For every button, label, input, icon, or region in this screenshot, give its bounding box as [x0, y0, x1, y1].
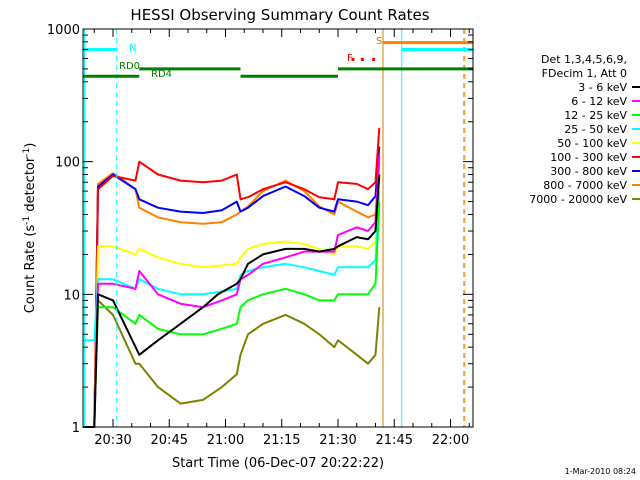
- series-line-25-50-kev: [83, 191, 381, 342]
- x-tick-label: 21:00: [207, 433, 244, 448]
- legend-label-25-50-kev: 25 - 50 keV: [564, 123, 627, 136]
- y-label-part-1: Count Rate (s: [23, 225, 38, 314]
- y-label-part-2: detector: [23, 156, 38, 216]
- series-line-3-6-kev: [83, 174, 381, 428]
- x-tick-label: 22:00: [432, 433, 469, 448]
- x-tick-label: 21:15: [263, 433, 300, 448]
- series-layer: [83, 127, 381, 428]
- legend: Det 1,3,4,5,6,9, FDecim 1, Att 0 3 - 6 k…: [529, 53, 640, 206]
- y-label-sup-1: -1: [22, 216, 32, 225]
- series-line-7000-20000-kev: [83, 299, 381, 428]
- annotation-f: F: [347, 53, 353, 64]
- y-label-sup-2: -1: [22, 148, 32, 157]
- annotation-rd4: RD4: [151, 69, 172, 80]
- series-line-300-800-kev: [83, 146, 381, 428]
- annotation-s: S: [376, 36, 382, 47]
- annotation-n: N: [129, 43, 136, 54]
- y-tick-label: 1000: [47, 23, 80, 38]
- series-line-800-7000-kev: [83, 161, 381, 428]
- legend-header-line-1: Det 1,3,4,5,6,9,: [541, 53, 627, 66]
- legend-label-6-12-kev: 6 - 12 keV: [571, 95, 627, 108]
- flare-flag-dot: [351, 57, 355, 61]
- ticks-layer: 20:30 20:45 21:00 21:15 21:30 21:45 22:00 1 10 10…: [47, 23, 473, 448]
- legend-label-12-25-kev: 12 - 25 keV: [564, 109, 627, 122]
- y-tick-label: 10: [63, 288, 80, 303]
- legend-header-line-2: FDecim 1, Att 0: [542, 67, 627, 80]
- x-tick-label: 20:30: [94, 433, 131, 448]
- x-axis-label: Start Time (06-Dec-07 20:22:22): [172, 456, 384, 471]
- annotation-rd0: RD0: [119, 61, 140, 72]
- x-tick-label: 20:45: [151, 433, 188, 448]
- legend-label-300-800-kev: 300 - 800 keV: [550, 165, 627, 178]
- legend-label-800-7000-kev: 800 - 7000 keV: [543, 179, 627, 192]
- footer-date: 1-Mar-2010 08:24: [565, 467, 636, 476]
- series-line-100-300-kev: [83, 127, 381, 428]
- y-tick-label: 1: [72, 421, 80, 436]
- y-tick-label: 100: [55, 156, 80, 171]
- legend-label-50-100-kev: 50 - 100 keV: [557, 137, 627, 150]
- y-axis-label: Count Rate (s-1 detector-1): [22, 143, 38, 314]
- chart-title: HESSI Observing Summary Count Rates: [130, 6, 429, 24]
- y-label-part-3: ): [23, 143, 38, 148]
- series-line-12-25-kev: [83, 201, 381, 428]
- x-tick-label: 21:30: [319, 433, 356, 448]
- legend-label-100-300-kev: 100 - 300 keV: [550, 151, 627, 164]
- legend-label-3-6-kev: 3 - 6 keV: [578, 81, 627, 94]
- flare-flag-dot: [372, 57, 376, 61]
- plot-frame: [82, 28, 474, 428]
- flare-flag-dot: [360, 57, 364, 61]
- legend-label-7000-20000-kev: 7000 - 20000 keV: [529, 193, 627, 206]
- x-tick-label: 21:45: [376, 433, 413, 448]
- overlay-layer: [83, 29, 473, 427]
- series-line-50-100-kev: [83, 174, 381, 428]
